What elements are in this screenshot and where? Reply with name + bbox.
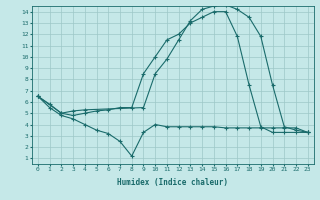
X-axis label: Humidex (Indice chaleur): Humidex (Indice chaleur) xyxy=(117,178,228,187)
